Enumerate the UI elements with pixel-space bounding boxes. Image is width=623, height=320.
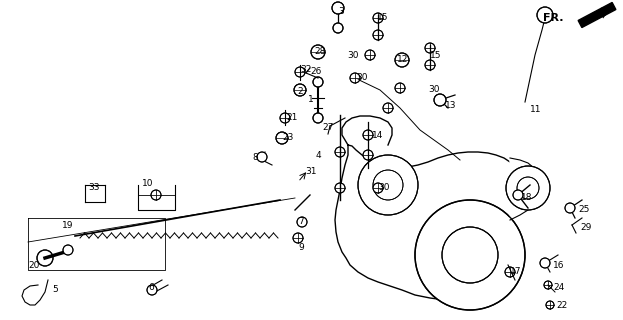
Circle shape: [506, 166, 550, 210]
Text: 2: 2: [297, 87, 303, 97]
Text: 15: 15: [377, 13, 389, 22]
Circle shape: [373, 30, 383, 40]
Text: 10: 10: [142, 179, 153, 188]
Circle shape: [383, 103, 393, 113]
Text: 12: 12: [397, 55, 408, 65]
Text: 7: 7: [298, 218, 304, 227]
Text: 32: 32: [300, 66, 312, 75]
Text: 30: 30: [428, 85, 439, 94]
Text: 30: 30: [378, 183, 389, 193]
Circle shape: [395, 53, 409, 67]
Circle shape: [297, 217, 307, 227]
Circle shape: [537, 7, 553, 23]
Text: 33: 33: [88, 183, 100, 193]
Circle shape: [151, 190, 161, 200]
Text: 19: 19: [62, 220, 74, 229]
Text: 8: 8: [252, 154, 258, 163]
Text: 16: 16: [553, 260, 564, 269]
Circle shape: [373, 13, 383, 23]
Circle shape: [147, 285, 157, 295]
Text: 31: 31: [305, 167, 316, 177]
Circle shape: [350, 73, 360, 83]
Text: 30: 30: [356, 74, 368, 83]
Circle shape: [505, 267, 515, 277]
Circle shape: [63, 245, 73, 255]
Circle shape: [280, 113, 290, 123]
Text: 6: 6: [148, 284, 154, 292]
Text: 29: 29: [580, 223, 591, 233]
Text: 22: 22: [556, 300, 568, 309]
Circle shape: [358, 155, 418, 215]
Circle shape: [363, 150, 373, 160]
Circle shape: [313, 77, 323, 87]
Text: 1: 1: [308, 95, 314, 105]
Circle shape: [335, 183, 345, 193]
Text: FR.: FR.: [543, 13, 563, 23]
Text: 4: 4: [316, 150, 321, 159]
Text: 27: 27: [322, 124, 333, 132]
Text: 26: 26: [310, 68, 321, 76]
Text: 5: 5: [52, 285, 58, 294]
Circle shape: [37, 250, 53, 266]
Text: 25: 25: [578, 205, 589, 214]
Text: 14: 14: [372, 131, 383, 140]
Text: 21: 21: [286, 114, 297, 123]
Circle shape: [363, 130, 373, 140]
Polygon shape: [342, 116, 392, 145]
Circle shape: [513, 190, 523, 200]
Circle shape: [365, 50, 375, 60]
Polygon shape: [335, 145, 522, 300]
Circle shape: [395, 83, 405, 93]
Circle shape: [333, 23, 343, 33]
Circle shape: [442, 227, 498, 283]
Text: 13: 13: [445, 100, 457, 109]
Text: 24: 24: [553, 284, 564, 292]
Circle shape: [546, 301, 554, 309]
Circle shape: [425, 43, 435, 53]
Text: 18: 18: [521, 194, 533, 203]
Circle shape: [257, 152, 267, 162]
Circle shape: [517, 177, 539, 199]
Text: 15: 15: [430, 51, 442, 60]
Text: 17: 17: [510, 268, 521, 276]
Polygon shape: [510, 158, 540, 220]
Circle shape: [295, 67, 305, 77]
Text: 3: 3: [338, 7, 344, 17]
Circle shape: [565, 203, 575, 213]
Circle shape: [294, 84, 306, 96]
Circle shape: [434, 94, 446, 106]
Text: 11: 11: [530, 106, 541, 115]
Text: 28: 28: [314, 47, 325, 57]
Text: 30: 30: [347, 51, 358, 60]
Circle shape: [293, 233, 303, 243]
Circle shape: [373, 183, 383, 193]
Circle shape: [415, 200, 525, 310]
Circle shape: [544, 281, 552, 289]
Circle shape: [373, 170, 403, 200]
Circle shape: [311, 45, 325, 59]
Circle shape: [540, 258, 550, 268]
Circle shape: [313, 113, 323, 123]
Circle shape: [276, 132, 288, 144]
Text: 23: 23: [282, 133, 293, 142]
Text: 20: 20: [28, 260, 39, 269]
Text: 9: 9: [298, 244, 304, 252]
Circle shape: [335, 147, 345, 157]
FancyArrow shape: [578, 3, 616, 28]
Circle shape: [425, 60, 435, 70]
Circle shape: [332, 2, 344, 14]
